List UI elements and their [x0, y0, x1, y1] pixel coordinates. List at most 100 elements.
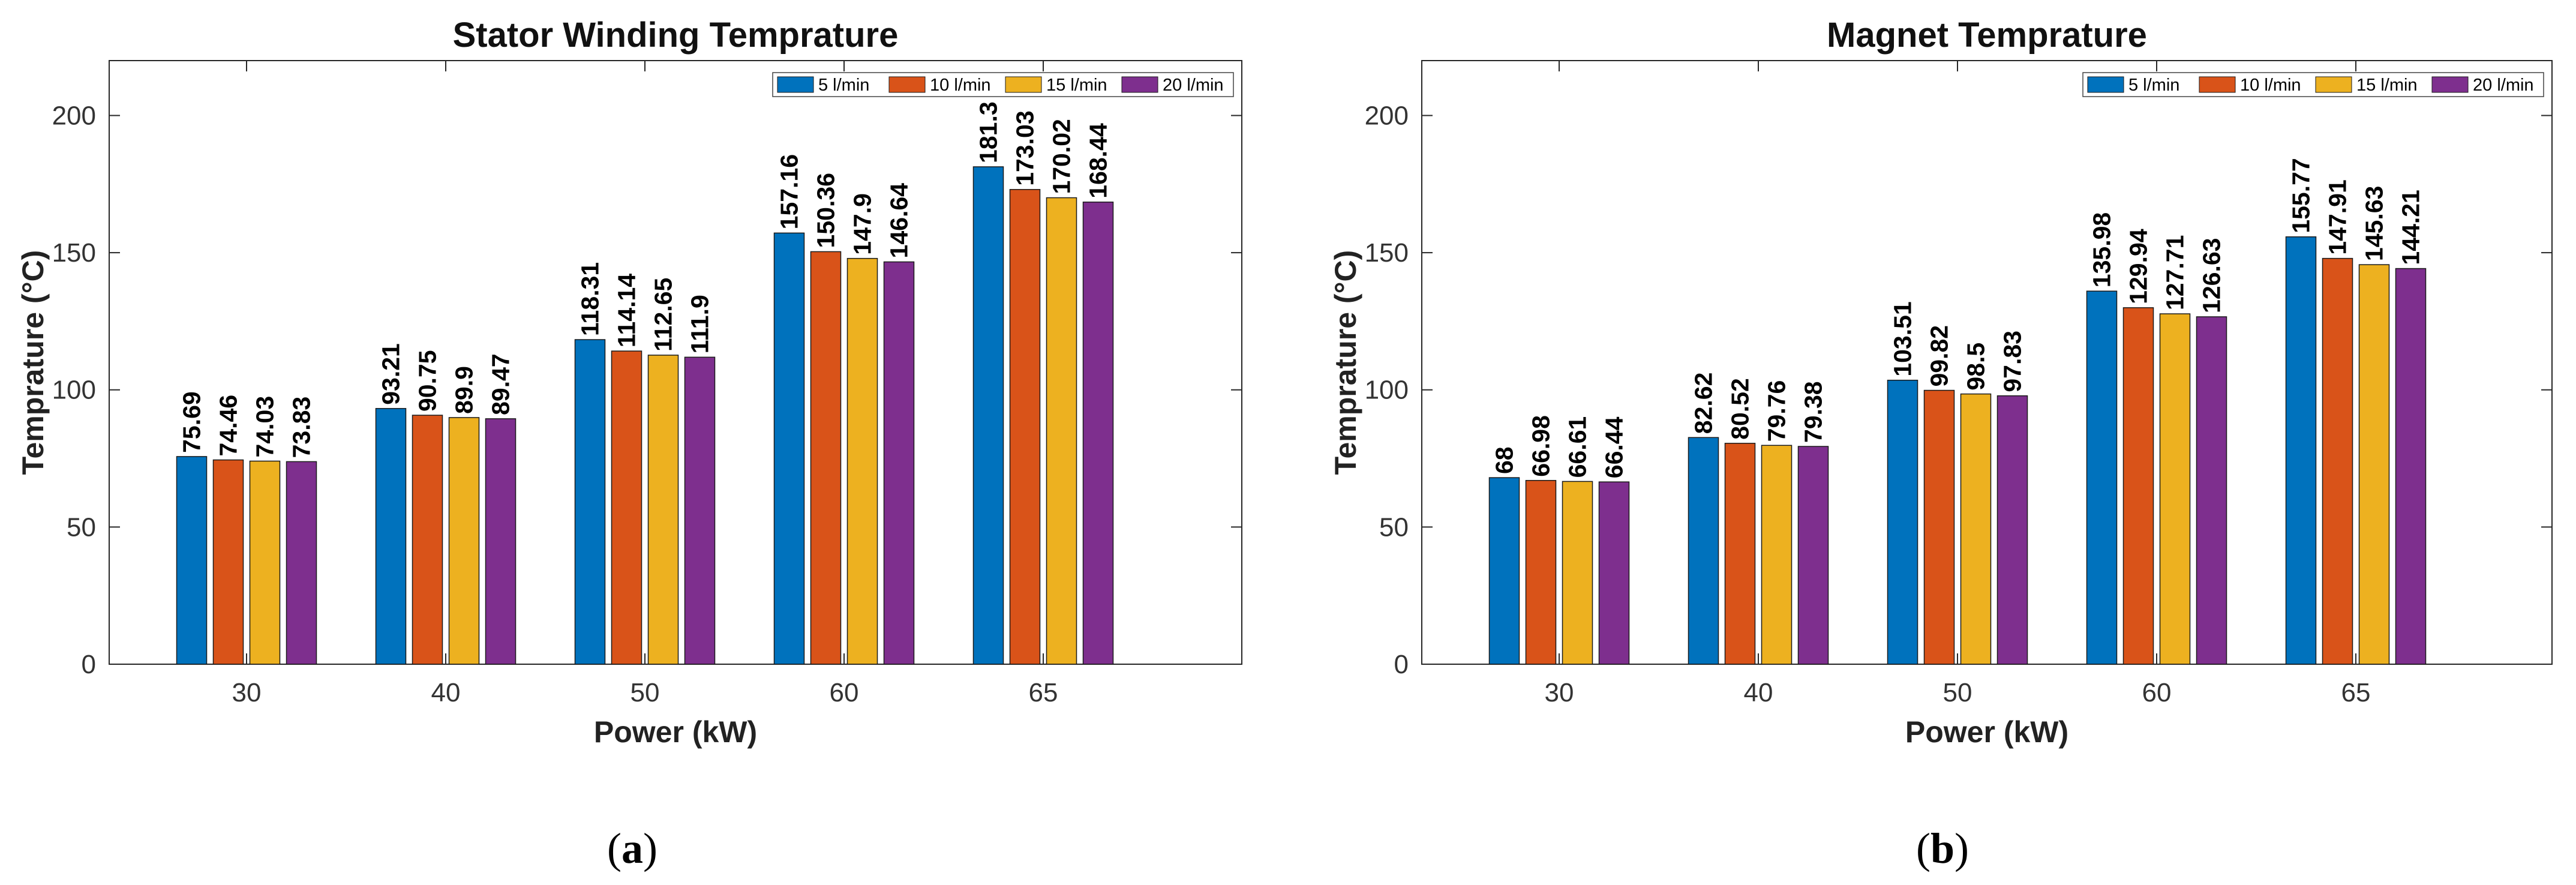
data-label: 90.75 [414, 350, 442, 412]
data-label: 68 [1491, 446, 1518, 474]
bar [1797, 446, 1829, 665]
bar [412, 415, 443, 665]
bar [611, 350, 643, 665]
x-tick-label: 60 [2142, 678, 2172, 707]
data-label: 129.94 [2125, 229, 2152, 304]
data-label: 97.83 [1999, 331, 2026, 392]
x-tick-label: 40 [431, 678, 461, 707]
data-label: 135.98 [2088, 212, 2116, 287]
data-label: 144.21 [2397, 190, 2425, 265]
legend-swatch [2199, 76, 2236, 93]
data-label: 79.76 [1763, 380, 1791, 442]
legend-entry-label: 15 l/min [2356, 76, 2418, 95]
bar [2285, 236, 2317, 665]
legend-entry-label: 15 l/min [1046, 76, 1107, 95]
legend-swatch [2087, 76, 2124, 93]
x-tick-label: 30 [232, 678, 262, 707]
data-label: 74.46 [215, 395, 242, 457]
data-label: 114.14 [613, 274, 641, 347]
bar [2086, 290, 2118, 665]
data-label: 73.83 [288, 397, 316, 458]
data-label: 147.91 [2324, 179, 2352, 254]
x-tick-label: 50 [631, 678, 660, 707]
bar [1960, 393, 1992, 665]
bar [2122, 307, 2154, 665]
bar [647, 355, 679, 665]
data-label: 74.03 [251, 396, 279, 458]
bar [448, 417, 480, 665]
bar [1887, 379, 1919, 665]
data-label: 66.61 [1564, 416, 1592, 478]
bar [286, 461, 317, 665]
y-tick-label: 150 [1365, 238, 1409, 268]
bar [2395, 268, 2427, 665]
data-label: 118.31 [577, 262, 604, 336]
data-label: 66.44 [1601, 416, 1628, 478]
bar [375, 408, 407, 665]
bar [1923, 389, 1955, 665]
data-label: 157.16 [776, 154, 803, 229]
data-label: 145.63 [2361, 186, 2388, 261]
legend-swatch [777, 76, 814, 93]
x-tick-label: 60 [830, 678, 859, 707]
legend-swatch [2315, 76, 2352, 93]
y-tick-label: 0 [82, 650, 96, 679]
bar [773, 232, 805, 665]
bar [1761, 445, 1793, 665]
caption-letter: b [1931, 824, 1954, 872]
bar [684, 356, 716, 665]
chart-title: Stator Winding Temprature [453, 16, 899, 55]
chart-title: Magnet Temprature [1827, 16, 2147, 55]
legend-entry-label: 10 l/min [930, 76, 991, 95]
bar [2159, 313, 2191, 665]
legend-entry-label: 20 l/min [1163, 76, 1224, 95]
bar [1598, 481, 1630, 665]
data-label: 150.36 [812, 173, 840, 248]
data-label: 79.38 [1800, 381, 1827, 443]
data-label: 89.9 [451, 366, 478, 414]
data-label: 147.9 [849, 193, 876, 255]
y-tick-label: 100 [1365, 376, 1409, 405]
y-tick-label: 50 [1379, 512, 1409, 542]
chart-panel-magnet: Magnet Temprature Temprature (°C) Power … [1329, 16, 2553, 749]
data-label: 155.77 [2287, 158, 2315, 233]
data-label: 80.52 [1727, 378, 1754, 440]
y-tick-label: 200 [1365, 101, 1409, 130]
bar [485, 418, 517, 665]
legend-entry-label: 20 l/min [2473, 76, 2534, 95]
bar [1046, 197, 1077, 665]
data-label: 111.9 [686, 295, 714, 353]
data-label: 103.51 [1889, 301, 1917, 376]
x-tick-label: 30 [1545, 678, 1574, 707]
data-label: 127.71 [2161, 235, 2189, 310]
data-label: 89.47 [487, 353, 515, 415]
y-tick-label: 50 [67, 512, 96, 542]
bar [883, 261, 915, 665]
bar [1488, 477, 1520, 665]
x-tick-label: 65 [2341, 678, 2371, 707]
caption-letter: a [622, 824, 643, 872]
x-tick-label: 50 [1943, 678, 1972, 707]
y-tick-label: 150 [52, 238, 96, 268]
x-axis-label: Power (kW) [1905, 715, 2068, 749]
data-label: 170.02 [1048, 119, 1076, 194]
x-tick-label: 65 [1029, 678, 1058, 707]
bar [846, 257, 878, 665]
data-label: 112.65 [650, 278, 677, 352]
y-axis-label: Temprature (°C) [16, 250, 50, 475]
bar [1082, 202, 1114, 665]
data-label: 66.98 [1527, 415, 1555, 477]
bar [810, 251, 842, 665]
chart-panel-stator: Stator Winding Temprature Temprature (°C… [16, 16, 1242, 749]
bar [1724, 443, 1756, 665]
bar [2358, 264, 2390, 665]
data-label: 98.5 [1962, 343, 1990, 391]
bar [2322, 257, 2353, 665]
legend: 5 l/min 10 l/min 15 l/min 20 l/min [2082, 72, 2544, 97]
bar [1562, 481, 1593, 665]
x-tick-label: 40 [1744, 678, 1773, 707]
bar [249, 460, 281, 665]
subfigure-caption-b: (b) [1916, 824, 1969, 872]
legend-swatch [1005, 76, 1042, 93]
